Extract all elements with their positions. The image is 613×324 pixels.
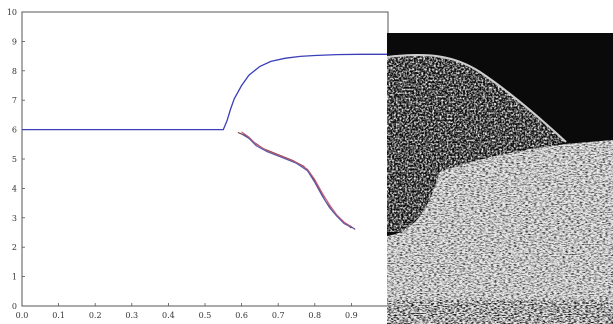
x-axis-ticks: 0.0 0.1 0.2 0.3 0.4 0.5 0.6 0.7 0.8 0.9 — [16, 303, 358, 320]
y-tick-label: 4 — [12, 184, 17, 193]
y-tick-label: 8 — [12, 67, 17, 76]
x-tick-label: 0.7 — [272, 311, 285, 320]
x-tick-label: 0.4 — [162, 311, 175, 320]
x-tick-label: 0.0 — [16, 311, 29, 320]
series-line-4 — [241, 133, 356, 230]
y-tick-label: 2 — [12, 243, 17, 252]
y-tick-label: 5 — [12, 155, 17, 164]
y-tick-label: 3 — [12, 214, 17, 223]
y-tick-label: 7 — [12, 96, 17, 105]
series-line-3 — [241, 131, 356, 231]
y-tick-label: 10 — [7, 8, 17, 17]
x-tick-label: 0.9 — [345, 311, 358, 320]
y-tick-label: 6 — [12, 126, 17, 135]
x-tick-label: 0.1 — [52, 311, 65, 320]
y-tick-label: 9 — [12, 37, 17, 46]
x-tick-label: 0.8 — [308, 311, 321, 320]
micrograph-lower-texture — [387, 140, 613, 324]
x-tick-label: 0.2 — [89, 311, 102, 320]
y-axis-ticks: 0 1 2 3 4 5 6 7 8 9 10 — [7, 8, 25, 311]
series-line-1 — [22, 53, 388, 131]
y-tick-label: 0 — [12, 302, 17, 311]
micrograph-overlay — [387, 33, 613, 324]
y-tick-label: 1 — [12, 273, 17, 282]
x-tick-label: 0.6 — [235, 311, 248, 320]
x-tick-label: 0.3 — [125, 311, 138, 320]
plot-frame — [21, 11, 389, 307]
micrograph-upper-speckle — [387, 54, 565, 232]
x-tick-label: 0.5 — [199, 311, 212, 320]
micrograph-bottom-band — [387, 300, 613, 324]
series-layer — [22, 53, 388, 231]
micrograph-boundary — [387, 54, 567, 143]
